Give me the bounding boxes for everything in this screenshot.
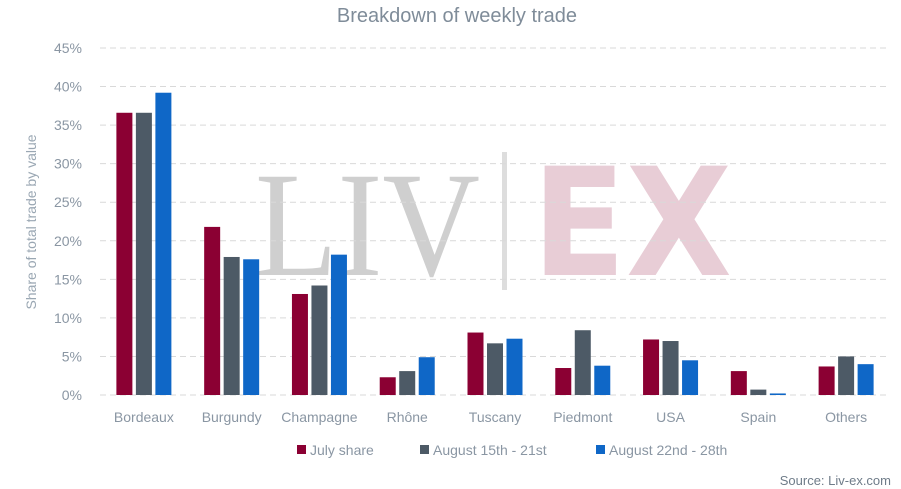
- bar: [379, 377, 396, 395]
- bar: [135, 112, 152, 396]
- x-tick-label: Rhône: [387, 409, 428, 425]
- bar: [291, 293, 308, 395]
- y-tick-label: 5%: [62, 348, 82, 364]
- legend-swatch: [420, 445, 429, 454]
- watermark-ex: EX: [532, 137, 732, 311]
- x-tick-label: Burgundy: [202, 409, 262, 425]
- bars: [116, 92, 874, 396]
- y-tick-label: 10%: [54, 310, 82, 326]
- y-tick-label: 20%: [54, 233, 82, 249]
- bar: [155, 92, 172, 396]
- bar: [487, 343, 503, 395]
- y-tick-label: 25%: [54, 194, 82, 210]
- x-axis-ticks: Bordeaux Burgundy Champagne Rhône Tuscany Pie…: [114, 409, 867, 425]
- x-tick-label: Spain: [740, 409, 776, 425]
- watermark-liv: LIV: [255, 142, 480, 308]
- bar: [116, 112, 133, 396]
- bar: [311, 285, 328, 395]
- watermark-divider: [502, 152, 507, 290]
- y-tick-label: 35%: [54, 117, 82, 133]
- legend-label: August 22nd - 28th: [609, 442, 727, 458]
- y-axis-label: Share of total trade by value: [23, 134, 39, 309]
- bar: [818, 366, 835, 395]
- bar: [555, 368, 572, 395]
- bar: [682, 360, 699, 395]
- bar: [243, 259, 260, 395]
- bar: [594, 365, 611, 395]
- x-tick-label: Piedmont: [553, 409, 612, 425]
- bar: [223, 256, 240, 395]
- bar: [838, 356, 855, 395]
- y-tick-label: 45%: [54, 40, 82, 56]
- legend-swatch: [596, 445, 605, 454]
- x-tick-label: Bordeaux: [114, 409, 174, 425]
- bar: [643, 339, 660, 395]
- y-tick-label: 15%: [54, 271, 82, 287]
- x-tick-label: Others: [825, 409, 867, 425]
- source-note: Source: Liv-ex.com: [780, 473, 891, 488]
- bar: [399, 371, 416, 395]
- bar: [330, 254, 347, 395]
- bar: [204, 226, 221, 395]
- legend-label: July share: [310, 442, 374, 458]
- y-tick-label: 30%: [54, 156, 82, 172]
- x-tick-label: Tuscany: [469, 409, 521, 425]
- chart-title: Breakdown of weekly trade: [337, 5, 577, 27]
- bar: [662, 341, 679, 395]
- y-tick-label: 0%: [62, 387, 82, 403]
- bar: [506, 338, 523, 395]
- bar: [730, 371, 747, 395]
- x-tick-label: USA: [656, 409, 685, 425]
- legend-label: August 15th - 21st: [433, 442, 547, 458]
- bar: [769, 393, 786, 395]
- legend-swatch: [297, 445, 306, 454]
- bar: [467, 332, 484, 395]
- bar: [857, 364, 874, 395]
- bar: [574, 330, 591, 395]
- x-tick-label: Champagne: [281, 409, 357, 425]
- bar: [418, 357, 435, 395]
- bar: [750, 389, 767, 395]
- y-axis-ticks: 0% 5% 10% 15% 20% 25% 30% 35% 40% 45%: [54, 40, 82, 403]
- watermark: LIV EX: [255, 137, 732, 311]
- legend: July share August 15th - 21st August 22nd …: [297, 442, 727, 458]
- y-tick-label: 40%: [54, 79, 82, 95]
